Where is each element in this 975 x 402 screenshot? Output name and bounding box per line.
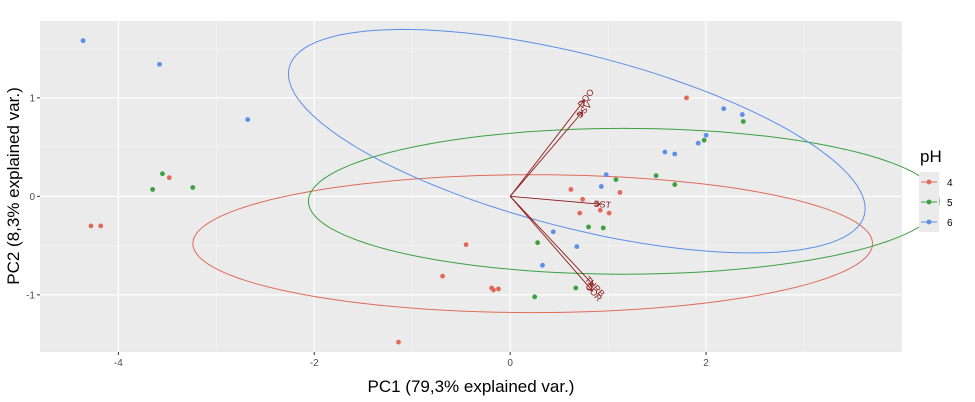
point-ph-5 [600,225,606,231]
point-ph-6 [80,38,86,44]
y-tick-label: -1 [26,290,35,301]
point-ph-4 [496,286,501,292]
y-tick-label: 1 [29,93,35,104]
legend-label-ph-5: 5 [947,198,953,209]
point-ph-5 [701,137,707,143]
point-ph-5 [573,285,579,291]
point-ph-6 [157,61,162,67]
point-ph-5 [160,171,165,177]
point-ph-5 [586,224,591,230]
point-ph-4 [606,210,612,216]
ellipse-ph-6 [288,28,866,254]
point-ph-6 [703,132,709,138]
point-ph-6 [695,140,701,146]
point-ph-4 [88,223,94,229]
point-ph-5 [532,294,538,300]
point-ph-5 [535,240,541,246]
point-ph-6 [598,184,604,189]
point-ph-4 [491,287,496,293]
point-ph-5 [672,182,678,187]
y-axis-title: PC2 (8,3% explained var.) [4,87,23,285]
point-ph-4 [166,175,172,181]
point-ph-6 [245,117,251,122]
loading-arrow-turb [509,196,594,286]
point-ph-4 [617,190,623,195]
y-tick-label: 0 [29,192,35,203]
loading-arrowhead-turb [587,279,595,286]
loading-arrowhead-cor [586,285,594,292]
point-ph-5 [613,177,619,183]
point-ph-5 [150,187,156,192]
point-ph-4 [396,339,401,345]
legend: pH 4 5 6 [919,147,953,232]
loading-arrowhead-dqo [579,98,586,106]
point-ph-4 [684,95,689,101]
point-ph-4 [440,273,445,279]
point-ph-6 [739,112,745,117]
ellipse-ph-5 [307,127,940,275]
loading-label-sst: SST [593,199,612,211]
panel-background [40,21,902,352]
legend-key-point [926,199,932,205]
ellipse-ph-4 [192,174,874,314]
loading-arrow-sst [510,195,601,205]
point-ph-5 [740,119,746,124]
loading-arrow-ssv [509,111,584,197]
point-ph-6 [603,172,609,178]
point-ph-4 [577,210,583,216]
point-ph-4 [98,223,104,229]
legend-title: pH [920,147,942,166]
legend-key-point [926,219,932,225]
x-tick-label: 2 [703,358,709,369]
point-ph-5 [653,173,659,179]
legend-key-point [926,179,932,185]
point-ph-6 [540,262,545,268]
point-ph-6 [672,151,678,157]
axes: -4 -2 0 2 -1 0 1 [26,93,709,369]
point-ph-4 [597,207,603,213]
x-axis-title: PC1 (79,3% explained var.) [368,377,575,396]
point-ph-6 [574,244,580,249]
loading-arrowhead-sst [594,200,602,207]
data-points [80,38,746,345]
confidence-ellipses [192,28,940,314]
x-tick-label: 0 [507,358,513,369]
point-ph-6 [662,149,668,155]
point-ph-4 [463,242,469,248]
point-ph-6 [550,229,556,235]
loading-arrow-dqo [509,99,585,197]
point-ph-5 [190,185,196,190]
point-ph-4 [568,187,574,192]
point-ph-4 [580,196,586,202]
x-tick-label: -2 [310,358,319,369]
legend-label-ph-6: 6 [947,218,953,229]
x-tick-label: -4 [114,358,123,369]
legend-label-ph-4: 4 [947,178,953,189]
loading-arrowhead-ssv [576,110,584,118]
point-ph-6 [721,106,727,112]
loading-arrow-cor [509,196,593,292]
